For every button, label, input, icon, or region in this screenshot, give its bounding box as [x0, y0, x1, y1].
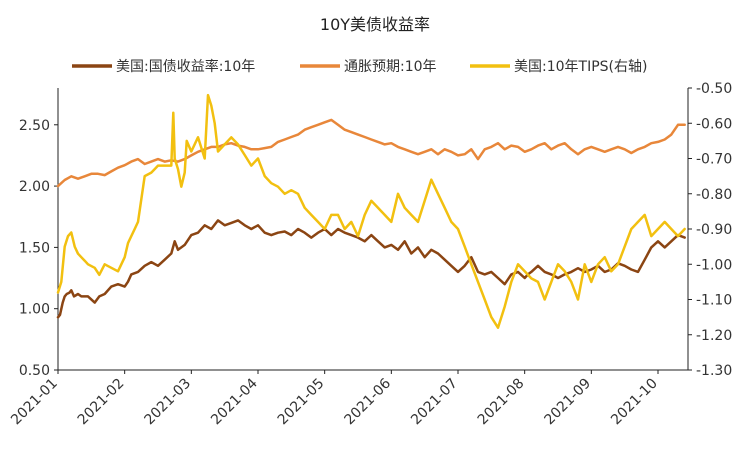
right-tick-label: -0.70	[696, 152, 732, 168]
right-tick-label: -1.00	[696, 257, 732, 273]
right-tick-label: -0.50	[696, 81, 732, 97]
right-tick-label: -1.10	[696, 293, 732, 309]
left-tick-label: 0.50	[19, 363, 50, 379]
x-tick-label: 2021-09	[541, 376, 594, 429]
x-tick-label: 2021-08	[475, 376, 528, 429]
series-line-0	[56, 219, 686, 319]
x-tick-label: 2021-04	[208, 375, 261, 428]
x-tick-label: 2021-06	[341, 375, 394, 428]
axes: 0.50 1.00 1.50 2.00 2.50 -0.50 -0.60 -0.70 -0.80…	[8, 81, 732, 428]
right-tick-label: -0.90	[696, 222, 732, 238]
left-tick-label: 2.00	[19, 179, 50, 195]
right-tick-label: -0.60	[696, 116, 732, 132]
right-tick-label: -1.30	[696, 363, 732, 379]
series-line-1	[56, 118, 686, 188]
legend-label-0: 美国:国债收益率:10年	[116, 58, 255, 75]
series-line-2	[56, 93, 686, 329]
right-tick-label: -1.20	[696, 328, 732, 344]
legend-label-1: 通胀预期:10年	[344, 59, 437, 75]
x-tick-label: 2021-03	[141, 376, 194, 429]
series-layer	[56, 93, 686, 329]
legend-label-2: 美国:10年TIPS(右轴)	[514, 59, 647, 75]
legend: 美国:国债收益率:10年 通胀预期:10年 美国:10年TIPS(右轴)	[72, 58, 647, 75]
chart-title: 10Y美债收益率	[320, 15, 430, 34]
left-tick-label: 1.00	[19, 302, 50, 318]
left-tick-label: 1.50	[19, 240, 50, 256]
x-tick-label: 2021-05	[275, 376, 328, 429]
x-tick-label: 2021-02	[75, 376, 128, 429]
x-tick-label: 2021-01	[8, 376, 61, 429]
x-tick-label: 2021-10	[608, 376, 661, 429]
x-tick-label: 2021-07	[408, 376, 461, 429]
left-tick-label: 2.50	[19, 118, 50, 134]
right-tick-label: -0.80	[696, 187, 732, 203]
